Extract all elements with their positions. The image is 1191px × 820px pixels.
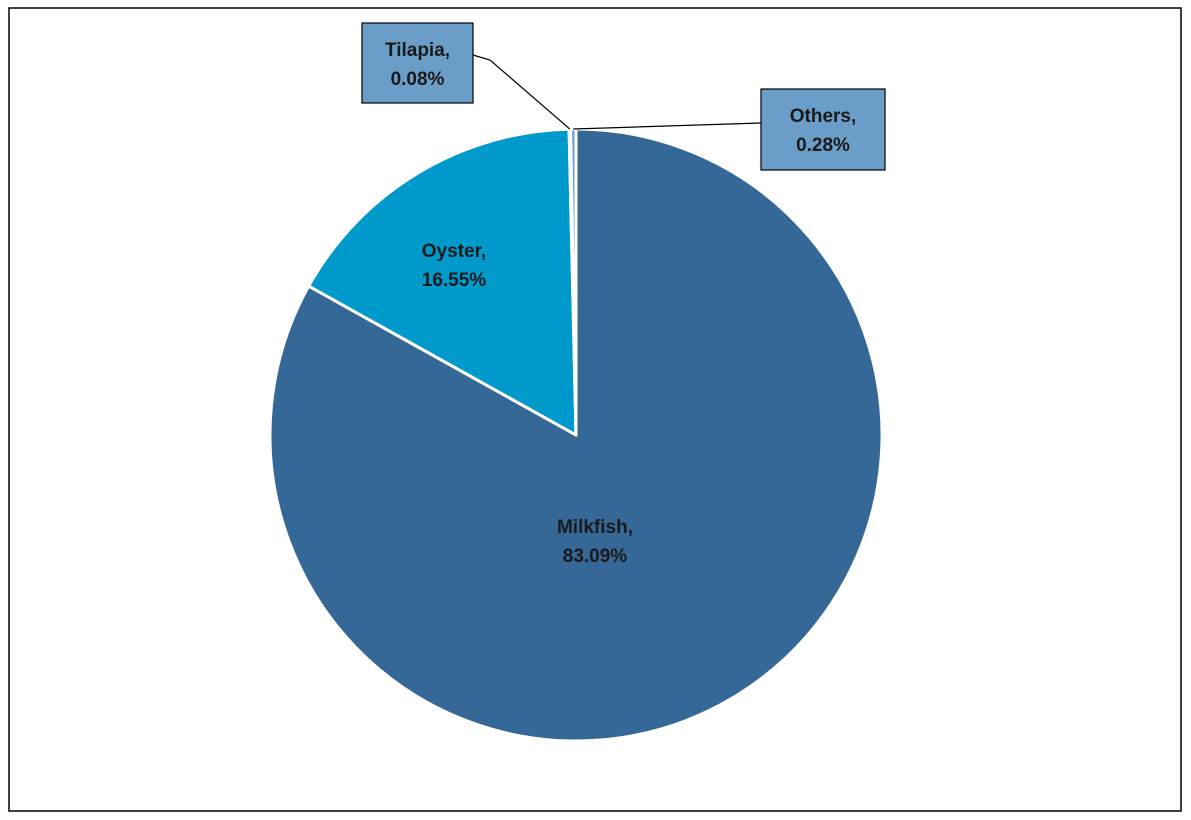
data-label-oyster: Oyster, 16.55% bbox=[422, 241, 487, 291]
leader-lines bbox=[472, 54, 762, 130]
data-label-tilapia: Tilapia, 0.08% bbox=[361, 22, 474, 104]
leader-line-tilapia bbox=[472, 54, 571, 130]
data-labels: Milkfish, 83.09% Oyster, 16.55% Tilapia, 0.08… bbox=[361, 22, 886, 567]
leader-line-others bbox=[573, 122, 762, 130]
data-label-value-milkfish: 83.09% bbox=[563, 546, 628, 567]
data-label-value-tilapia: 0.08% bbox=[391, 69, 445, 90]
data-label-box-others bbox=[760, 88, 886, 171]
data-label-name-others: Others, bbox=[790, 106, 857, 127]
data-label-others: Others, 0.28% bbox=[760, 88, 886, 171]
data-label-name-oyster: Oyster, bbox=[422, 241, 486, 262]
pie-slices bbox=[268, 127, 884, 743]
data-label-name-tilapia: Tilapia, bbox=[385, 40, 450, 61]
data-label-value-others: 0.28% bbox=[796, 135, 850, 156]
pie-slice-oyster bbox=[307, 127, 578, 437]
data-label-milkfish: Milkfish, 83.09% bbox=[557, 517, 633, 567]
data-label-name-milkfish: Milkfish, bbox=[557, 517, 633, 538]
data-label-box-tilapia bbox=[361, 22, 474, 104]
data-label-value-oyster: 16.55% bbox=[422, 270, 487, 291]
